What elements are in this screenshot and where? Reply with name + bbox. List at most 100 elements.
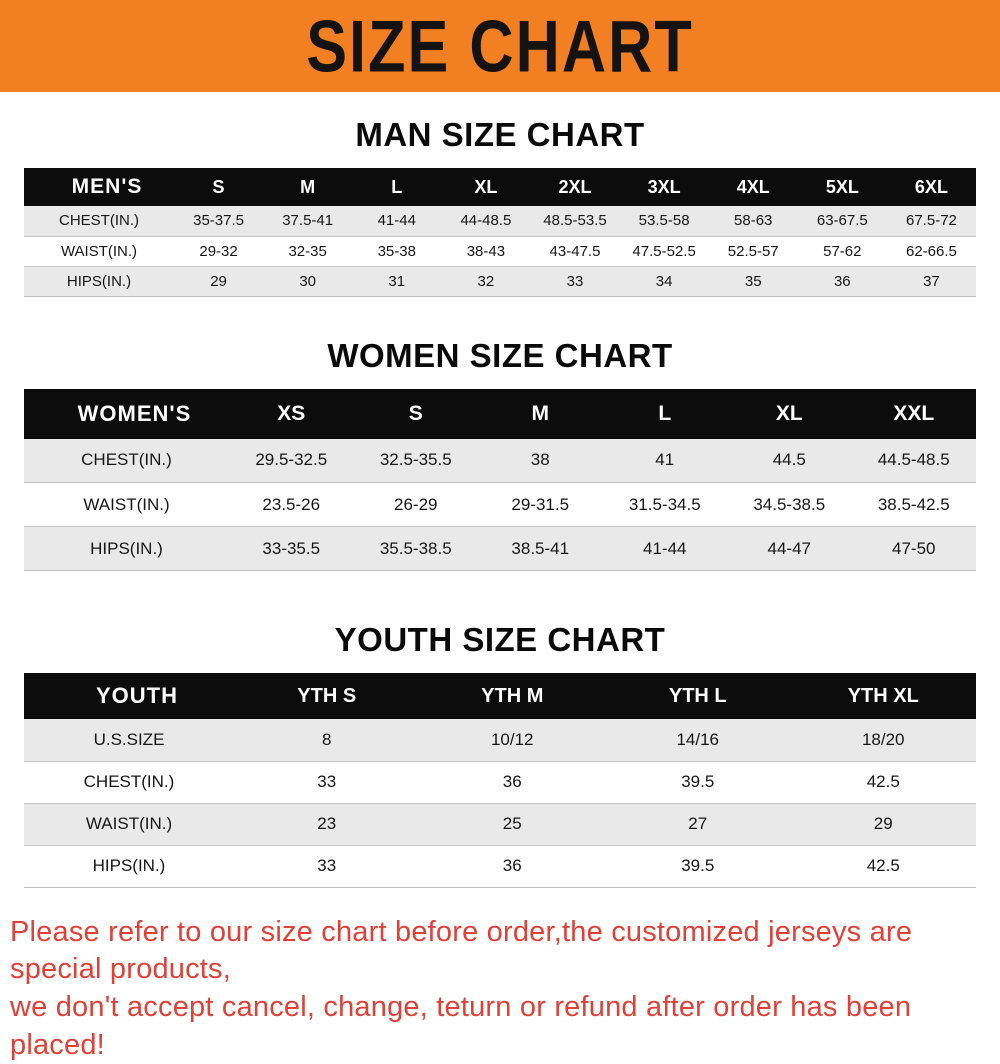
size-value: 44-47 xyxy=(727,527,852,571)
size-value: 25 xyxy=(420,803,606,845)
column-header: M xyxy=(478,389,603,439)
column-header: L xyxy=(352,168,441,206)
size-value: 26-29 xyxy=(354,483,479,527)
size-value: 44.5-48.5 xyxy=(852,439,977,483)
column-header: YTH S xyxy=(234,673,420,719)
size-value: 42.5 xyxy=(791,845,977,887)
size-value: 35.5-38.5 xyxy=(354,527,479,571)
size-value: 53.5-58 xyxy=(620,206,709,236)
size-value: 37.5-41 xyxy=(263,206,352,236)
size-value: 36 xyxy=(420,845,606,887)
column-header: L xyxy=(603,389,728,439)
size-value: 42.5 xyxy=(791,761,977,803)
column-header: XS xyxy=(229,389,354,439)
table-header-label: YOUTH xyxy=(24,673,234,719)
women-section-heading: WOMEN SIZE CHART xyxy=(0,337,1000,375)
size-value: 44-48.5 xyxy=(441,206,530,236)
row-label: HIPS(IN.) xyxy=(24,845,234,887)
column-header: 6XL xyxy=(887,168,976,206)
youth-section-heading: YOUTH SIZE CHART xyxy=(0,621,1000,659)
size-value: 34.5-38.5 xyxy=(727,483,852,527)
size-value: 48.5-53.5 xyxy=(530,206,619,236)
banner-title: SIZE CHART xyxy=(306,4,694,88)
column-header: YTH M xyxy=(420,673,606,719)
size-value: 29-31.5 xyxy=(478,483,603,527)
column-header: 2XL xyxy=(530,168,619,206)
size-value: 31.5-34.5 xyxy=(603,483,728,527)
column-header: XL xyxy=(727,389,852,439)
size-value: 31 xyxy=(352,266,441,296)
footer-disclaimer-line2: we don't accept cancel, change, teturn o… xyxy=(10,989,990,1064)
size-value: 32-35 xyxy=(263,236,352,266)
row-label: HIPS(IN.) xyxy=(24,527,229,571)
row-label: WAIST(IN.) xyxy=(24,803,234,845)
size-value: 35-37.5 xyxy=(174,206,263,236)
column-header: M xyxy=(263,168,352,206)
size-value: 32 xyxy=(441,266,530,296)
size-value: 62-66.5 xyxy=(887,236,976,266)
size-value: 29-32 xyxy=(174,236,263,266)
column-header: XXL xyxy=(852,389,977,439)
column-header: 5XL xyxy=(798,168,887,206)
size-value: 33 xyxy=(234,845,420,887)
size-value: 37 xyxy=(887,266,976,296)
size-value: 33-35.5 xyxy=(229,527,354,571)
size-value: 38-43 xyxy=(441,236,530,266)
size-value: 34 xyxy=(620,266,709,296)
row-label: HIPS(IN.) xyxy=(24,266,174,296)
row-label: WAIST(IN.) xyxy=(24,236,174,266)
size-value: 32.5-35.5 xyxy=(354,439,479,483)
table-header-label: MEN'S xyxy=(24,168,174,206)
size-value: 23.5-26 xyxy=(229,483,354,527)
footer-disclaimer-line1: Please refer to our size chart before or… xyxy=(10,914,990,989)
table-header-label: WOMEN'S xyxy=(24,389,229,439)
size-value: 30 xyxy=(263,266,352,296)
size-value: 47.5-52.5 xyxy=(620,236,709,266)
column-header: 3XL xyxy=(620,168,709,206)
size-value: 23 xyxy=(234,803,420,845)
size-value: 14/16 xyxy=(605,719,791,761)
column-header: XL xyxy=(441,168,530,206)
column-header: YTH XL xyxy=(791,673,977,719)
row-label: CHEST(IN.) xyxy=(24,761,234,803)
size-value: 33 xyxy=(530,266,619,296)
size-value: 38.5-42.5 xyxy=(852,483,977,527)
size-value: 44.5 xyxy=(727,439,852,483)
size-value: 57-62 xyxy=(798,236,887,266)
size-value: 38 xyxy=(478,439,603,483)
size-value: 58-63 xyxy=(709,206,798,236)
size-chart-banner: SIZE CHART xyxy=(0,0,1000,92)
size-value: 39.5 xyxy=(605,845,791,887)
size-value: 27 xyxy=(605,803,791,845)
size-value: 29 xyxy=(791,803,977,845)
size-value: 41 xyxy=(603,439,728,483)
column-header: 4XL xyxy=(709,168,798,206)
size-value: 35 xyxy=(709,266,798,296)
size-value: 35-38 xyxy=(352,236,441,266)
row-label: U.S.SIZE xyxy=(24,719,234,761)
size-value: 8 xyxy=(234,719,420,761)
size-value: 47-50 xyxy=(852,527,977,571)
column-header: YTH L xyxy=(605,673,791,719)
size-value: 43-47.5 xyxy=(530,236,619,266)
size-value: 10/12 xyxy=(420,719,606,761)
size-value: 18/20 xyxy=(791,719,977,761)
row-label: CHEST(IN.) xyxy=(24,206,174,236)
column-header: S xyxy=(174,168,263,206)
column-header: S xyxy=(354,389,479,439)
